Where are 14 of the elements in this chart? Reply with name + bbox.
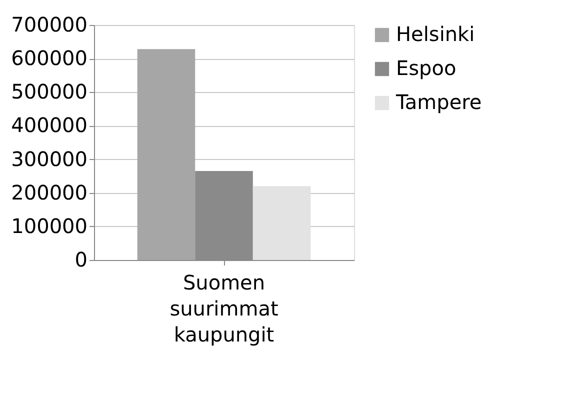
y-tick-label: 500000 [11, 80, 88, 104]
y-tick-label: 300000 [11, 146, 88, 171]
bar [137, 49, 196, 260]
y-tick-label: 400000 [11, 113, 88, 138]
y-tick-label: 200000 [11, 180, 88, 204]
y-tick-label: 0 [74, 248, 88, 272]
y-tick-label: 600000 [11, 46, 88, 70]
legend-label: Helsinki [396, 22, 475, 46]
y-tick-label: 100000 [11, 214, 88, 238]
y-tick-label: 700000 [11, 12, 88, 36]
bar [252, 186, 311, 260]
legend-label: Tampere [395, 90, 482, 114]
x-tick-label: Suomen suurimmat kaupungit [170, 270, 278, 346]
legend-label: Espoo [396, 56, 456, 80]
